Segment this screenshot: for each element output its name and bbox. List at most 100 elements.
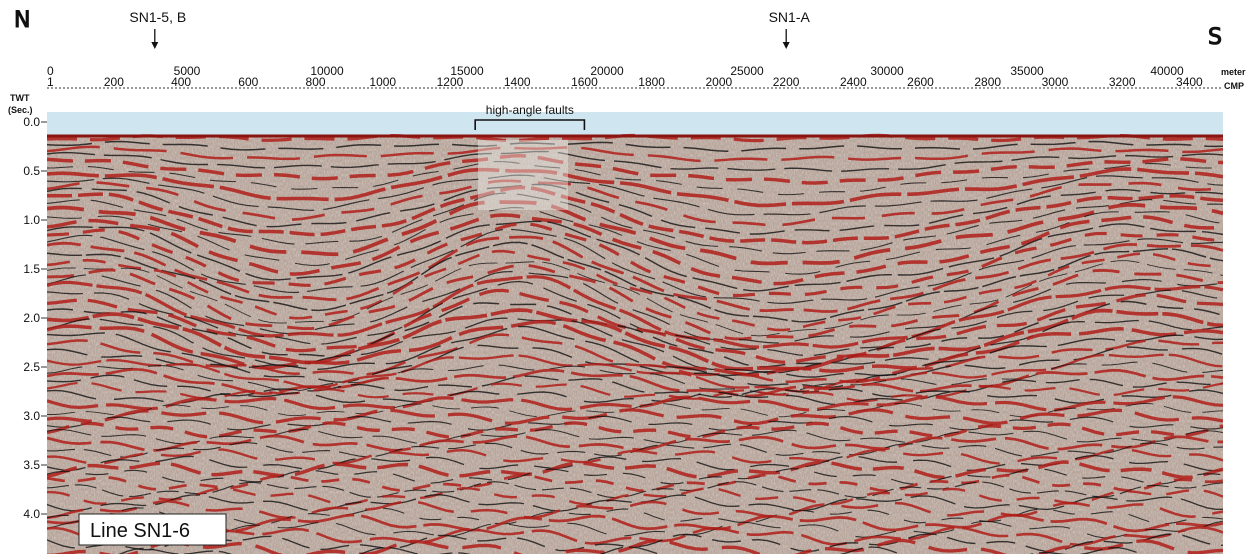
reflector-positive [47, 367, 1223, 398]
well-arrow-head [782, 42, 790, 49]
seismic-section [47, 112, 1223, 554]
reflector-positive [47, 235, 1223, 313]
reflector-negative [47, 140, 1223, 153]
reflector-positive [47, 200, 1223, 266]
reflector-negative [47, 150, 1223, 172]
reflector-positive [47, 421, 1223, 439]
twt-tick-label: 0.0 [23, 115, 40, 129]
water-column [47, 112, 1223, 136]
twt-unit-label: (Sec.) [8, 105, 33, 115]
reflector-positive [47, 381, 1223, 403]
well-label: SN1-A [769, 9, 811, 25]
meter-tick-label: 0 [47, 64, 54, 78]
well-arrow-head [151, 42, 159, 49]
line-label: Line SN1-6 [90, 520, 190, 542]
reflector-positive [47, 263, 1223, 341]
twt-tick-label: 2.5 [23, 360, 40, 374]
reflector-negative [47, 494, 1223, 512]
meter-tick-label: 5000 [174, 64, 201, 78]
reflector-positive [47, 179, 1223, 227]
reflector-positive [47, 333, 1223, 384]
twt-tick-label: 3.5 [23, 458, 40, 472]
cmp-tick-label: 2000 [706, 75, 733, 89]
reflector-negative [47, 300, 1223, 368]
reflector-negative [47, 468, 1223, 485]
reflector-negative [47, 454, 1223, 472]
reflector-group [47, 133, 1223, 554]
cmp-tick-label: 2800 [974, 75, 1001, 89]
compass-north-label: N [14, 8, 30, 33]
cmp-tick-label: 1000 [369, 75, 396, 89]
reflector-positive [47, 133, 1223, 143]
reflector-positive [47, 513, 1223, 533]
cmp-tick-labels: 1 200 400 600 800 1000 1200 1400 1600 1800 2000 220… [47, 75, 1203, 89]
reflector-negative [47, 415, 1223, 431]
cmp-tick-label: 400 [171, 75, 191, 89]
reflector-negative [47, 161, 1223, 196]
reflector-positive [47, 434, 1223, 452]
cmp-tick-label: 1600 [571, 75, 598, 89]
reflector-positive [47, 222, 1223, 298]
reflector-positive [47, 353, 1223, 393]
meter-unit-label: meter [1221, 67, 1246, 77]
reflector-negative [47, 220, 1223, 292]
twt-tick-label: 4.0 [23, 507, 40, 521]
cmp-tick-label: 600 [238, 75, 258, 89]
meter-tick-labels: 0 5000 10000 15000 20000 25000 30000 35000 40000 [47, 64, 1184, 78]
reflector-positive [47, 538, 1223, 554]
cmp-tick-label: 1200 [437, 75, 464, 89]
meter-tick-label: 30000 [870, 64, 904, 78]
reflector-positive [47, 185, 1223, 245]
reflector-positive [47, 275, 1223, 349]
reflector-negative [47, 241, 1223, 323]
line-label-box: Line SN1-6 [78, 513, 227, 546]
reflector-positive [47, 487, 1223, 506]
reflector-positive [47, 499, 1223, 520]
twt-tick-label: 0.5 [23, 164, 40, 178]
reflector-negative [47, 481, 1223, 499]
reflector-positive [47, 213, 1223, 286]
reflector-positive [47, 167, 1223, 208]
cmp-tick-label: 3400 [1176, 75, 1203, 89]
cmp-tick-label: 2600 [907, 75, 934, 89]
reflector-positive [47, 308, 1223, 371]
cmp-tick-label: 3200 [1109, 75, 1136, 89]
compass-south-label: S [1208, 25, 1222, 50]
cmp-unit-label: CMP [1224, 81, 1244, 91]
reflector-positive [47, 153, 1223, 185]
reflector-negative [47, 260, 1223, 337]
reflector-positive [47, 249, 1223, 332]
reflector-negative [47, 344, 1223, 389]
cmp-tick-label: 200 [104, 75, 124, 89]
meter-tick-label: 15000 [450, 64, 484, 78]
cmp-tick-label: 2400 [840, 75, 867, 89]
meter-tick-label: 35000 [1010, 64, 1044, 78]
left-axis: TWT (Sec.) 0.00.51.01.52.02.53.03.54.04.… [8, 93, 47, 521]
reflector-negative [47, 271, 1223, 344]
fault-label: high-angle faults [486, 103, 574, 117]
reflector-negative [47, 325, 1223, 378]
cmp-tick-label: 1800 [638, 75, 665, 89]
twt-tick-label: 1.0 [23, 213, 40, 227]
meter-tick-label: 25000 [730, 64, 764, 78]
cmp-tick-label: 1 [47, 75, 54, 89]
well-markers: SN1-5, B SN1-A [129, 9, 810, 49]
reflector-negative [47, 183, 1223, 235]
reflector-positive [47, 395, 1223, 412]
meter-tick-label: 40000 [1150, 64, 1184, 78]
reflector-negative [118, 546, 1143, 554]
twt-tick-labels: 0.00.51.01.52.02.53.03.54.04.5 [23, 115, 47, 521]
reflector-positive [47, 145, 1223, 163]
cmp-tick-label: 3000 [1042, 75, 1069, 89]
twt-tick-label: 1.5 [23, 262, 40, 276]
twt-label: TWT [10, 93, 30, 103]
reflector-negative [47, 428, 1223, 445]
high-angle-faults-annotation: high-angle faults [474, 103, 586, 130]
reflector-negative [47, 280, 1223, 357]
fault-zone-highlight [478, 140, 568, 210]
reflector-positive [47, 473, 1223, 493]
reflector-positive [47, 525, 1223, 547]
reflector-positive [47, 448, 1223, 465]
reflector-negative [47, 520, 1223, 539]
